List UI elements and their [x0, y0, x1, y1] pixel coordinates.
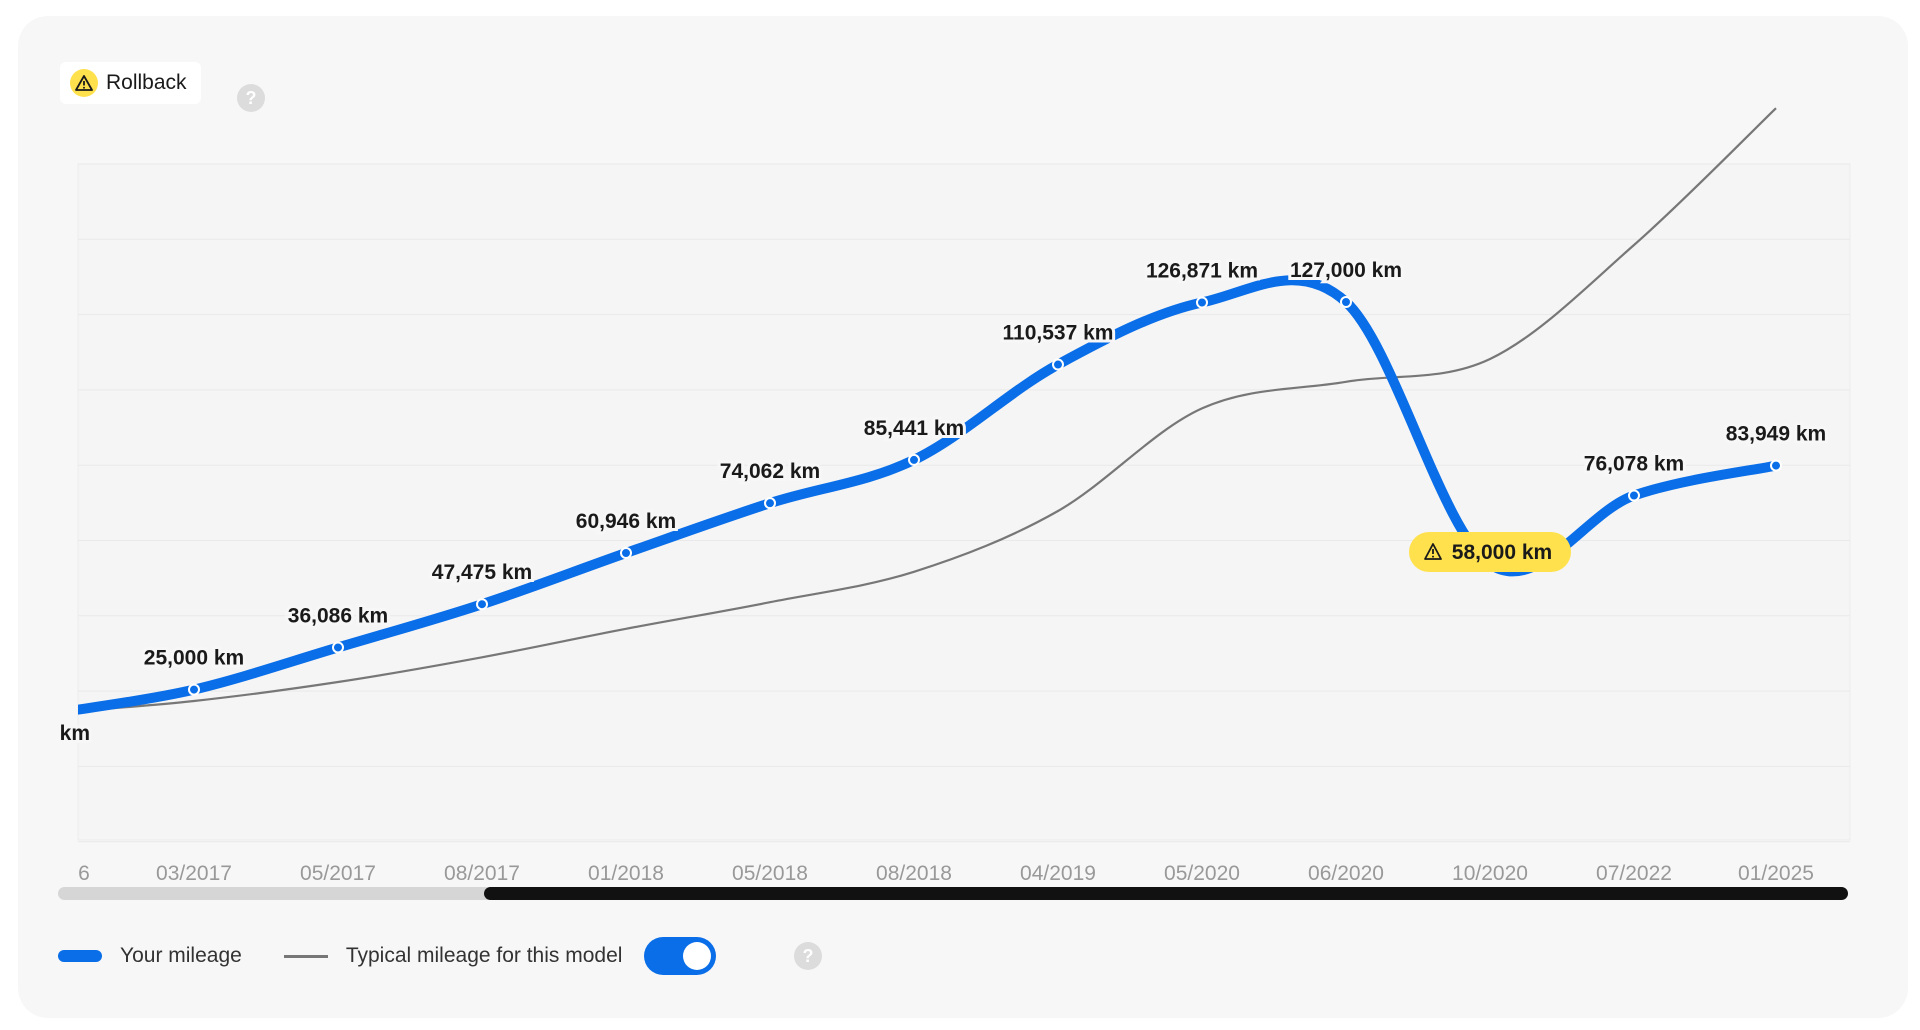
- data-point: [1196, 296, 1208, 309]
- rollback-label: Rollback: [106, 71, 187, 94]
- x-tick-label: 08/2017: [444, 862, 520, 885]
- data-label: 36,086 km: [288, 604, 388, 627]
- data-label: 126,871 km: [1146, 259, 1258, 282]
- plot-area: [77, 163, 1851, 841]
- x-tick-label: 04/2019: [1020, 862, 1096, 885]
- data-label: 127,000 km: [1290, 259, 1402, 282]
- data-label: 47,475 km: [432, 561, 532, 584]
- data-label: 60,946 km: [576, 510, 676, 533]
- data-point: [1628, 489, 1640, 502]
- x-tick-label: 03/2017: [156, 862, 232, 885]
- data-label: km: [60, 722, 90, 745]
- data-point: [764, 497, 776, 510]
- data-label: 58,000 km: [1452, 541, 1552, 564]
- data-label: 25,000 km: [144, 647, 244, 670]
- data-point: [1340, 296, 1352, 308]
- warning-icon: [1424, 543, 1442, 560]
- data-point: [1052, 358, 1064, 371]
- x-tick-label: 01/2018: [588, 862, 664, 885]
- x-tick-label: 06/2020: [1308, 862, 1384, 885]
- data-label: 83,949 km: [1726, 423, 1826, 446]
- data-point: [476, 598, 488, 611]
- x-tick-label: 08/2018: [876, 862, 952, 885]
- data-label: 76,078 km: [1584, 453, 1684, 476]
- help-icon[interactable]: ?: [237, 84, 265, 112]
- legend-your-mileage: Your mileage: [120, 944, 242, 967]
- x-tick-label: 05/2017: [300, 862, 376, 885]
- x-tick-label: 05/2018: [732, 862, 808, 885]
- grid-lines: [78, 163, 1850, 843]
- data-point: [332, 641, 344, 654]
- x-tick-label: 6: [78, 862, 90, 885]
- x-tick-label: 07/2022: [1596, 862, 1672, 885]
- data-label: 110,537 km: [1003, 322, 1114, 345]
- x-tick-label: 01/2025: [1738, 862, 1814, 885]
- scrollbar-thumb[interactable]: [484, 887, 1848, 900]
- help-icon[interactable]: ?: [794, 942, 822, 970]
- x-tick-label: 10/2020: [1452, 862, 1528, 885]
- data-point: [620, 547, 632, 560]
- data-point: [908, 453, 920, 466]
- data-point: [188, 683, 200, 696]
- x-tick-label: 05/2020: [1164, 862, 1240, 885]
- typical-mileage-line: [78, 107, 1777, 713]
- rollback-label-pill: [1409, 532, 1571, 572]
- your-mileage-swatch: [58, 950, 102, 962]
- rollback-badge: Rollback: [60, 62, 201, 104]
- legend-typical-mileage: Typical mileage for this model: [345, 944, 623, 967]
- toggle-knob: [683, 942, 712, 970]
- x-axis-tick-labels: 6 03/2017 05/2017 08/2017 01/2018 05/2018 08/2…: [78, 862, 1814, 885]
- typical-mileage-toggle[interactable]: [644, 937, 717, 975]
- chart-legend: Your mileage Typical mileage for this mo…: [58, 934, 717, 978]
- warning-icon: [70, 69, 98, 97]
- data-label: 85,441 km: [864, 417, 964, 440]
- typical-mileage-swatch: [283, 954, 328, 958]
- data-label: 74,062 km: [720, 460, 820, 483]
- data-labels: km 25,000 km 36,086 km 47,475 km 60,946 km 74…: [57, 256, 1830, 748]
- data-point: [1770, 459, 1782, 472]
